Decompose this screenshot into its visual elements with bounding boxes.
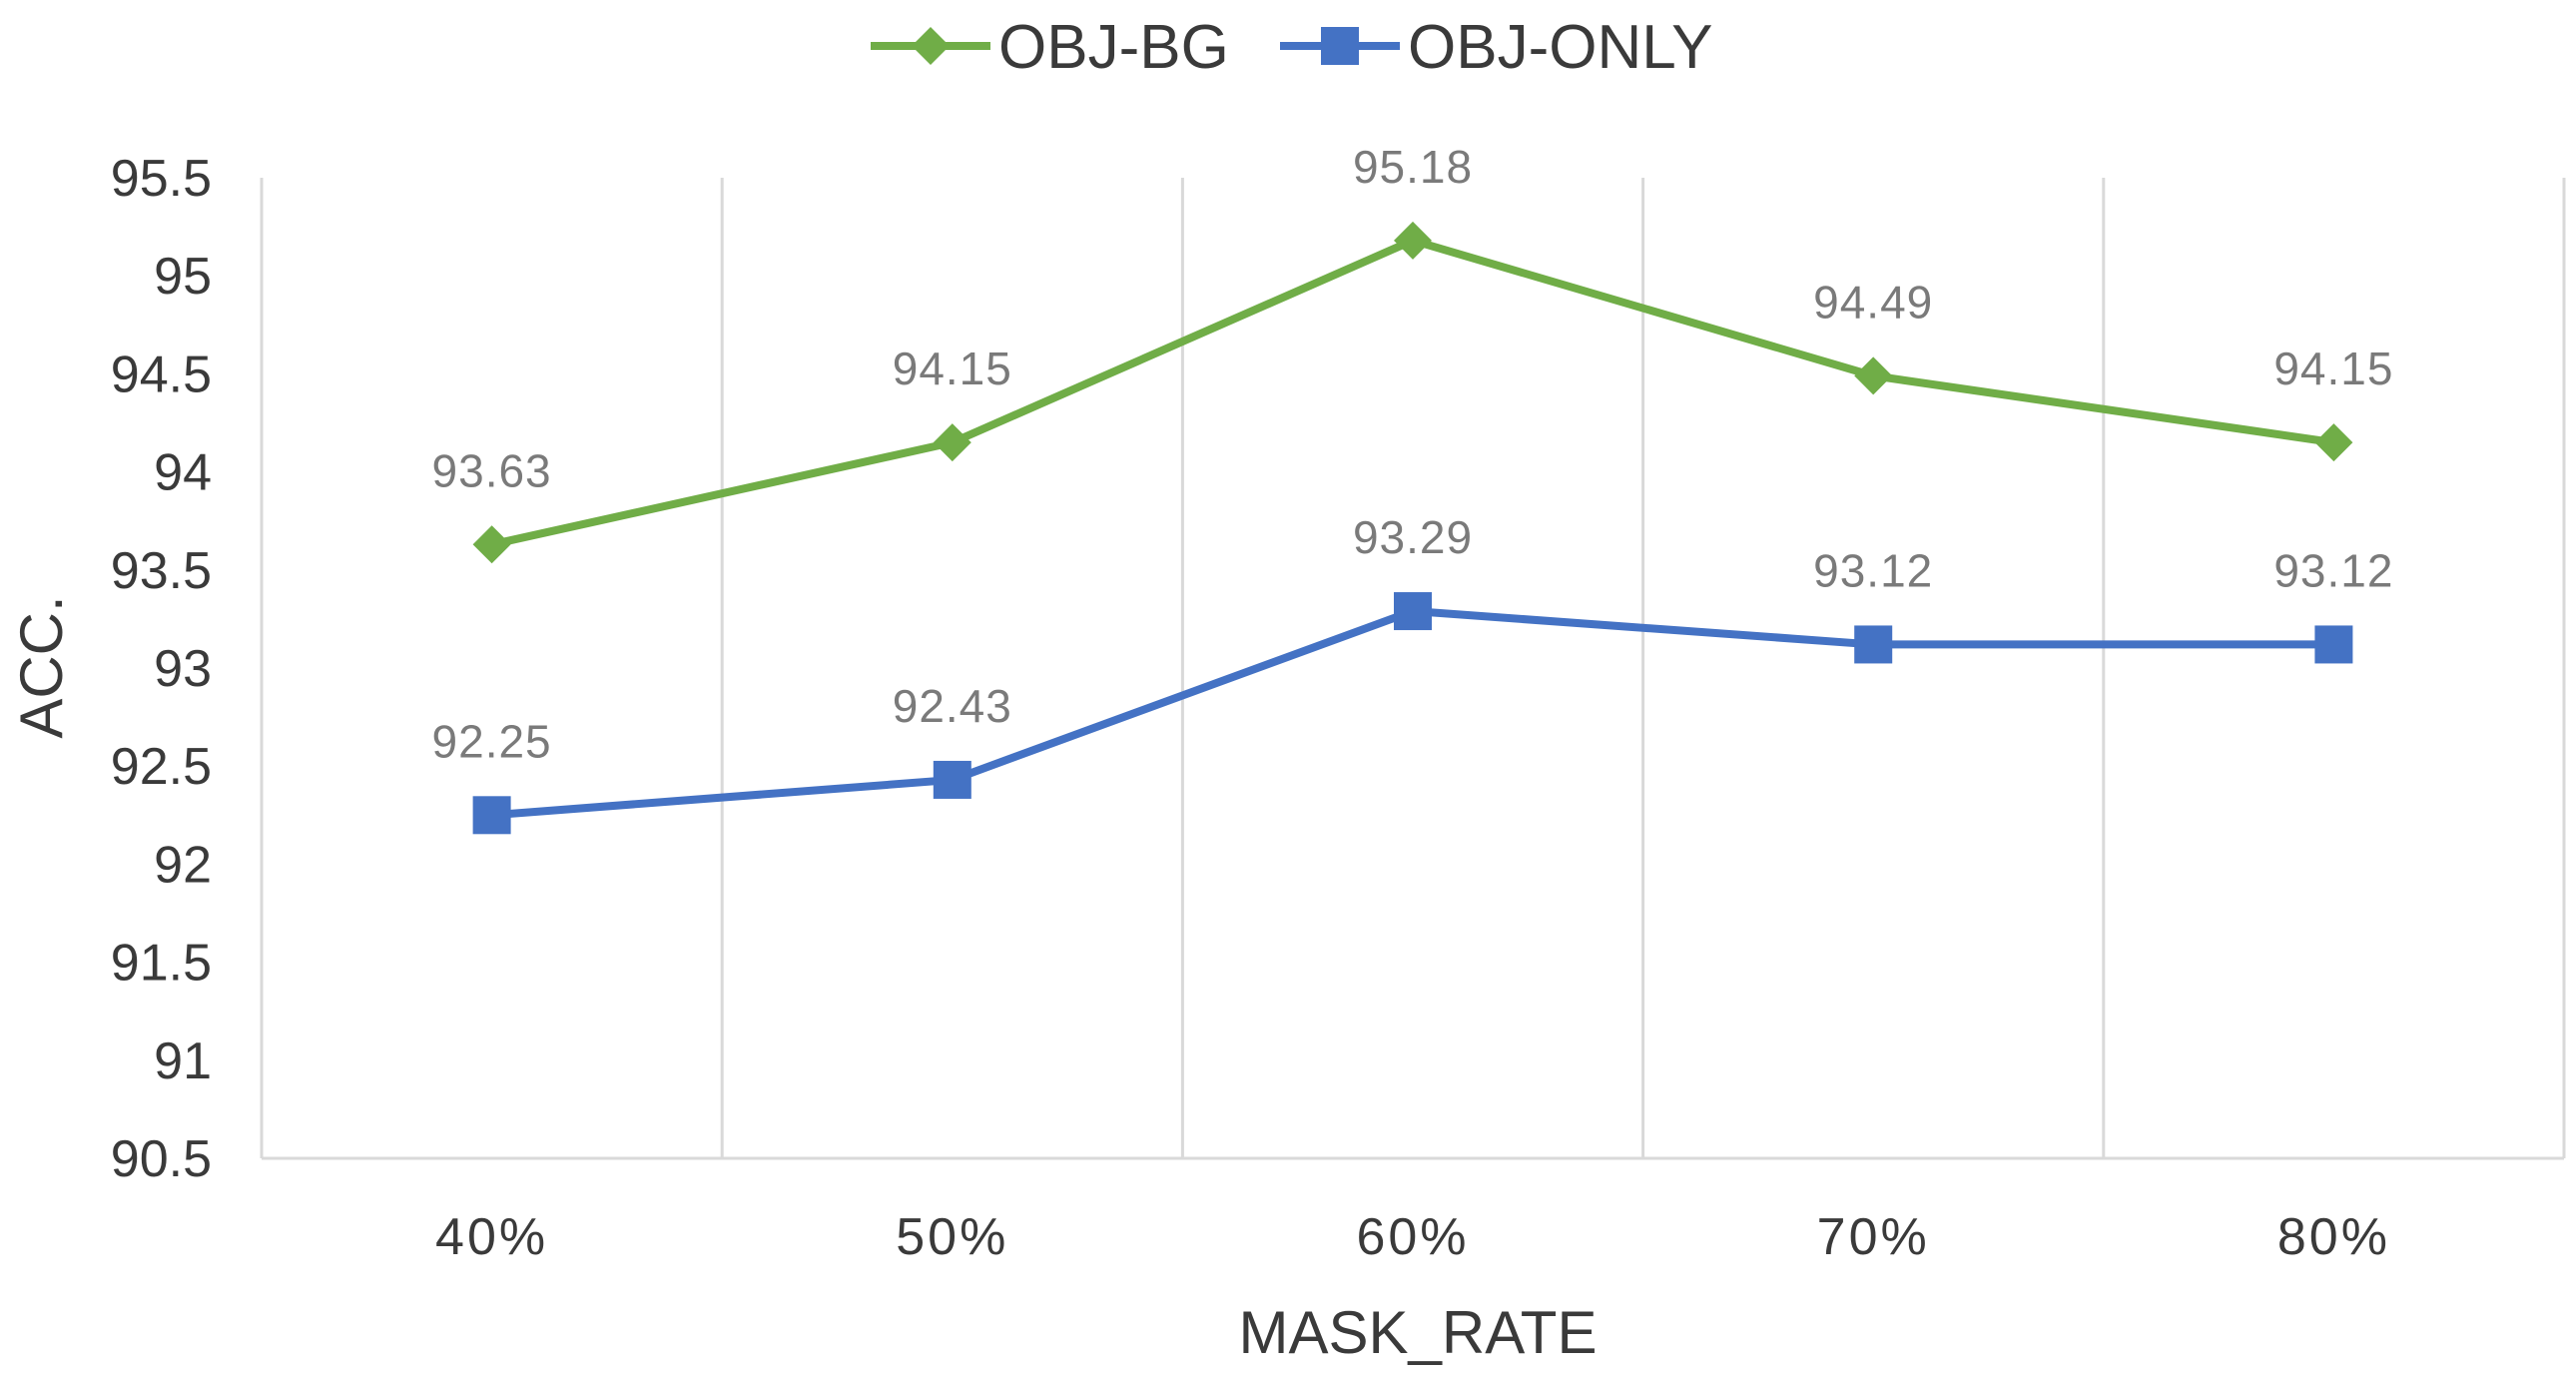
x-axis-title: MASK_RATE — [1239, 1299, 1598, 1366]
data-point-obj-only — [2314, 625, 2353, 664]
data-point-obj-only — [1854, 625, 1893, 664]
data-point-obj-bg — [1854, 356, 1893, 395]
data-point-obj-bg — [933, 423, 971, 462]
data-label-obj-only: 92.25 — [432, 715, 552, 767]
y-tick-label: 93.5 — [111, 542, 212, 600]
data-label-obj-bg: 94.15 — [893, 343, 1012, 394]
series — [472, 221, 2353, 835]
legend: OBJ-BG OBJ-ONLY — [871, 13, 1712, 82]
legend-marker-obj-only — [1321, 27, 1359, 65]
series-line-obj-only — [487, 607, 2338, 820]
x-tick-label: 40% — [435, 1208, 548, 1266]
y-tick-label: 94.5 — [111, 345, 212, 403]
data-label-obj-bg: 95.18 — [1353, 141, 1473, 193]
y-tick-label: 93 — [154, 640, 212, 698]
y-tick-label: 91 — [154, 1032, 212, 1090]
x-tick-label: 80% — [2277, 1208, 2390, 1266]
data-label-obj-only: 92.43 — [893, 680, 1012, 732]
y-tick-label: 92 — [154, 836, 212, 894]
legend-label-obj-only: OBJ-ONLY — [1408, 13, 1712, 82]
y-tick-label: 95.5 — [111, 150, 212, 208]
y-tick-label: 91.5 — [111, 935, 212, 993]
y-tick-label: 95 — [154, 248, 212, 306]
data-label-obj-bg: 94.49 — [1813, 276, 1933, 328]
data-label-obj-bg: 93.63 — [432, 444, 552, 496]
data-point-obj-bg — [2314, 423, 2353, 462]
data-label-obj-only: 93.12 — [1813, 544, 1933, 596]
data-point-obj-bg — [472, 525, 511, 564]
x-tick-label: 70% — [1817, 1208, 1930, 1266]
legend-label-obj-bg: OBJ-BG — [998, 13, 1229, 82]
series-line-obj-bg — [487, 236, 2338, 549]
data-labels: 93.63 94.15 95.18 94.49 94.15 92.25 92.43 93.29… — [432, 141, 2393, 767]
data-point-obj-only — [933, 760, 971, 799]
data-point-obj-only — [472, 796, 511, 835]
y-axis-title: ACC. — [8, 595, 75, 738]
y-tick-label: 94 — [154, 444, 212, 502]
data-label-obj-only: 93.29 — [1353, 511, 1473, 563]
x-tick-label: 60% — [1356, 1208, 1469, 1266]
legend-marker-obj-bg — [912, 27, 950, 65]
data-point-obj-bg — [1394, 221, 1432, 260]
data-label-obj-bg: 94.15 — [2273, 343, 2393, 394]
data-point-obj-only — [1394, 592, 1432, 631]
y-tick-label: 92.5 — [111, 738, 212, 796]
y-tick-label: 90.5 — [111, 1130, 212, 1188]
gridlines — [260, 178, 2566, 1158]
x-tick-label: 50% — [896, 1208, 1008, 1266]
axes: 90.5 91 91.5 92 92.5 93 93.5 94 94.5 95 95.5 40% 50%… — [111, 150, 2564, 1266]
data-label-obj-only: 93.12 — [2273, 544, 2393, 596]
